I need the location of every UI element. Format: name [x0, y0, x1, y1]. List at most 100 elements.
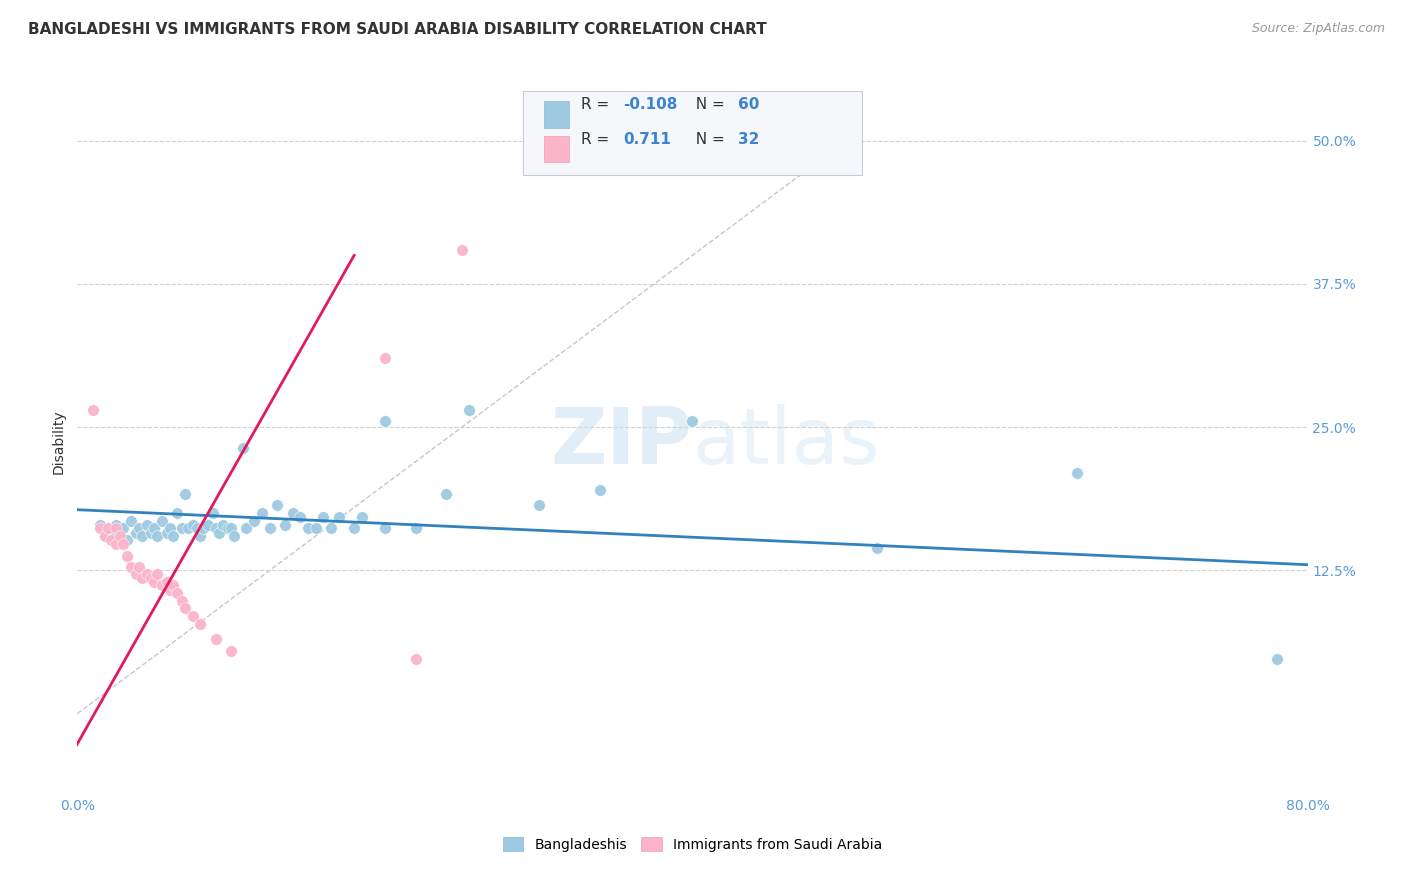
Point: [188, 617, 212, 632]
Point: [159, 521, 181, 535]
Point: [115, 549, 138, 563]
Point: [232, 441, 254, 455]
Point: [1265, 651, 1288, 665]
Point: [120, 514, 142, 528]
Point: [141, 572, 163, 586]
Point: [201, 506, 224, 520]
Point: [866, 541, 889, 555]
Point: [259, 521, 281, 535]
Point: [170, 594, 193, 608]
Point: [243, 514, 266, 528]
Point: [135, 566, 157, 581]
Point: [146, 529, 169, 543]
Text: atlas: atlas: [693, 403, 880, 480]
Point: [159, 582, 181, 597]
Text: R =: R =: [581, 97, 614, 112]
Text: 0.711: 0.711: [623, 132, 671, 146]
Text: 60: 60: [738, 97, 759, 112]
Point: [219, 521, 242, 535]
Point: [181, 609, 204, 624]
Text: ZIP: ZIP: [550, 403, 693, 480]
Point: [100, 533, 122, 547]
Point: [150, 578, 173, 592]
Point: [405, 521, 427, 535]
Point: [82, 403, 104, 417]
Point: [166, 586, 188, 600]
Text: BANGLADESHI VS IMMIGRANTS FROM SAUDI ARABIA DISABILITY CORRELATION CHART: BANGLADESHI VS IMMIGRANTS FROM SAUDI ARA…: [28, 22, 766, 37]
Text: Source: ZipAtlas.com: Source: ZipAtlas.com: [1251, 22, 1385, 36]
Point: [143, 521, 166, 535]
Point: [204, 632, 226, 647]
Text: N =: N =: [686, 97, 730, 112]
Point: [297, 521, 319, 535]
Point: [319, 521, 342, 535]
Point: [104, 537, 127, 551]
Point: [374, 415, 396, 429]
Point: [186, 521, 208, 535]
Point: [94, 529, 117, 543]
Point: [131, 572, 153, 586]
Point: [162, 578, 184, 592]
Point: [274, 517, 297, 532]
Point: [166, 506, 188, 520]
Point: [235, 521, 257, 535]
Point: [110, 529, 132, 543]
Point: [112, 521, 135, 535]
Point: [94, 529, 117, 543]
Point: [128, 521, 150, 535]
Point: [128, 560, 150, 574]
Point: [281, 506, 304, 520]
Text: R =: R =: [581, 132, 614, 146]
Point: [328, 509, 350, 524]
Point: [143, 574, 166, 589]
Point: [212, 517, 235, 532]
Point: [89, 517, 111, 532]
Point: [305, 521, 328, 535]
Point: [374, 351, 396, 366]
Point: [162, 529, 184, 543]
Point: [104, 517, 127, 532]
Text: 32: 32: [738, 132, 759, 146]
Point: [120, 560, 142, 574]
Point: [682, 415, 704, 429]
Point: [141, 525, 163, 540]
Point: [177, 521, 200, 535]
Point: [224, 529, 246, 543]
Point: [150, 514, 173, 528]
Point: [155, 574, 177, 589]
Point: [217, 521, 239, 535]
Point: [458, 403, 481, 417]
Point: [131, 529, 153, 543]
Point: [112, 537, 135, 551]
Text: -0.108: -0.108: [623, 97, 678, 112]
Point: [374, 521, 396, 535]
Point: [350, 509, 373, 524]
Point: [181, 517, 204, 532]
Point: [219, 643, 242, 657]
Point: [450, 243, 472, 257]
Point: [135, 517, 157, 532]
Point: [174, 486, 197, 500]
Point: [125, 566, 148, 581]
Point: [174, 601, 197, 615]
Point: [97, 521, 120, 535]
Point: [312, 509, 335, 524]
Point: [110, 529, 132, 543]
Point: [266, 498, 288, 512]
Point: [100, 525, 122, 540]
Point: [204, 521, 226, 535]
Point: [170, 521, 193, 535]
Legend: Bangladeshis, Immigrants from Saudi Arabia: Bangladeshis, Immigrants from Saudi Arab…: [498, 831, 887, 857]
Point: [155, 525, 177, 540]
Point: [436, 486, 458, 500]
Point: [290, 509, 312, 524]
Point: [146, 566, 169, 581]
Point: [1066, 466, 1088, 480]
Point: [188, 529, 212, 543]
Text: N =: N =: [686, 132, 730, 146]
Point: [405, 651, 427, 665]
Point: [343, 521, 366, 535]
Point: [104, 521, 127, 535]
Point: [115, 533, 138, 547]
Point: [193, 521, 215, 535]
